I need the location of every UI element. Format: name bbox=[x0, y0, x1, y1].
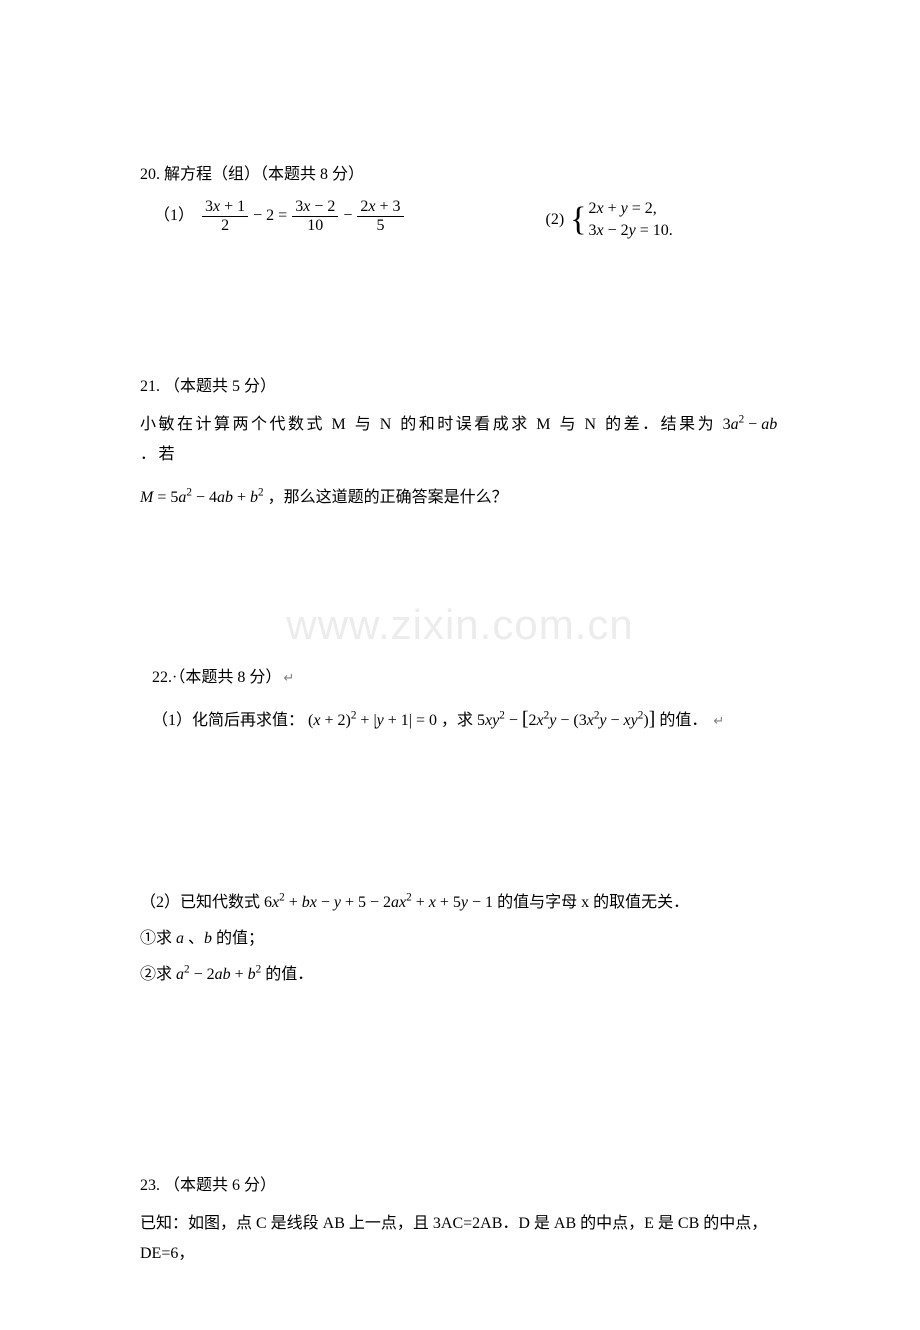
q23-line1: 已知：如图，点 C 是线段 AB 上一点，且 3AC=2AB．D 是 AB 的中… bbox=[140, 1209, 780, 1270]
q22-part1: （1）化简后再求值： (x + 2)2 + |y + 1| = 0 ，求 5xy… bbox=[152, 700, 780, 738]
q22-p1-mid: ，求 bbox=[441, 712, 473, 729]
q22-p2-tail: 的值与字母 x 的取值无关． bbox=[497, 894, 689, 911]
q21-line1-tail: ．若 bbox=[140, 446, 177, 463]
q20-p1-frac2: 3x − 2 10 bbox=[292, 198, 338, 234]
q22-p1-label: （1）化简后再求值： bbox=[152, 712, 304, 729]
q21-line1: 小敏在计算两个代数式 M 与 N 的和时误看成求 M 与 N 的差．结果为 3a… bbox=[140, 410, 780, 471]
q22-header: 22.·（本题共 8 分）↵ bbox=[152, 663, 780, 693]
content-body: 20. 解方程（组）（本题共 8 分） （1） 3x + 1 2 − 2 = 3… bbox=[140, 160, 780, 1270]
q22-p1-expr: 5xy2 − [2x2y − (3x2y − xy2)] bbox=[477, 712, 655, 729]
q21-line1-expr: 3a2 − ab bbox=[723, 416, 778, 433]
q21-line2-tail: ，那么这道题的正确答案是什么？ bbox=[268, 489, 508, 506]
q21-line2-expr: M bbox=[140, 489, 153, 506]
q20-part1: （1） 3x + 1 2 − 2 = 3x − 2 10 − 2x + 3 5 bbox=[154, 198, 406, 234]
return-icon: ↵ bbox=[713, 713, 724, 728]
q21-line2: M = 5a2 − 4ab + b2 ，那么这道题的正确答案是什么？ bbox=[140, 483, 780, 513]
q20-p1-op1: − 2 = bbox=[253, 201, 287, 231]
q20-p2-label: (2) bbox=[546, 205, 565, 235]
q20-header: 20. 解方程（组）（本题共 8 分） bbox=[140, 160, 780, 190]
q22-p2-expr: 6x2 + bx − y + 5 − 2ax2 + x + 5y − 1 bbox=[264, 894, 493, 911]
q20-p1-frac1: 3x + 1 2 bbox=[202, 198, 248, 234]
q20-p1-frac3: 2x + 3 5 bbox=[357, 198, 403, 234]
q20-part2: (2) { 2x + y = 2, 3x − 2y = 10. bbox=[546, 198, 673, 241]
q20-p1-label: （1） bbox=[154, 201, 194, 231]
q20-p2-system: 2x + y = 2, 3x − 2y = 10. bbox=[589, 198, 673, 241]
q22-part2-line1: （2）已知代数式 6x2 + bx − y + 5 − 2ax2 + x + 5… bbox=[140, 888, 780, 918]
return-icon: ↵ bbox=[283, 670, 294, 685]
q22-p2-q2: ②求 a2 − 2ab + b2 的值． bbox=[140, 960, 780, 990]
q22-p2-label: （2）已知代数式 bbox=[140, 894, 260, 911]
brace-icon: { bbox=[570, 205, 586, 236]
q23-header: 23. （本题共 6 分） bbox=[140, 1171, 780, 1201]
q22-p1-cond: (x + 2)2 + |y + 1| = 0 bbox=[308, 712, 437, 729]
q21-line1-text: 小敏在计算两个代数式 M 与 N 的和时误看成求 M 与 N 的差．结果为 bbox=[140, 416, 716, 433]
q21-header: 21. （本题共 5 分） bbox=[140, 372, 780, 402]
q20-equations-row: （1） 3x + 1 2 − 2 = 3x − 2 10 − 2x + 3 5 bbox=[154, 198, 780, 241]
q22-p2-q1: ①求 a 、b 的值； bbox=[140, 924, 780, 954]
q20-p1-op2: − bbox=[343, 201, 352, 231]
q22-p1-tail: 的值． bbox=[659, 712, 707, 729]
